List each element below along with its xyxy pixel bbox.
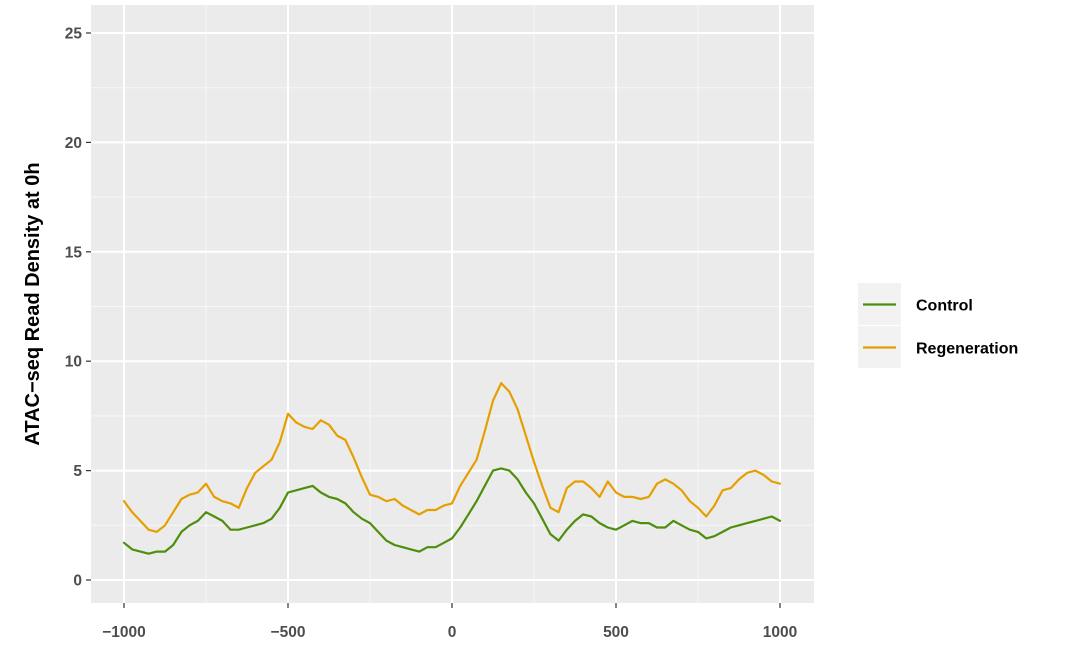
series-line-control xyxy=(122,467,782,555)
x-tick-label: −500 xyxy=(271,624,306,641)
y-tick-label: 15 xyxy=(65,244,83,261)
y-tick-label: 0 xyxy=(73,573,82,590)
y-tick-label: 10 xyxy=(65,354,82,371)
series-layer xyxy=(122,382,782,555)
legend-label: Regeneration xyxy=(916,341,1018,358)
x-tick-label: 0 xyxy=(448,624,457,641)
x-axis: −1000 −500 0 500 1000 xyxy=(102,603,797,641)
y-axis: 0 5 10 15 20 25 xyxy=(65,26,91,590)
legend: Control Regeneration xyxy=(858,283,1018,368)
x-tick-label: 500 xyxy=(603,624,629,641)
y-tick-label: 20 xyxy=(65,135,82,152)
legend-label: Control xyxy=(916,298,973,315)
major-gridlines xyxy=(91,5,814,603)
y-tick-label: 25 xyxy=(65,26,83,43)
x-tick-label: −1000 xyxy=(102,624,146,641)
x-tick-label: 1000 xyxy=(763,624,797,641)
y-tick-label: 5 xyxy=(73,463,82,480)
y-axis-title: ATAC−seq Read Density at 0h xyxy=(22,162,44,445)
series-line-regeneration xyxy=(122,382,782,534)
